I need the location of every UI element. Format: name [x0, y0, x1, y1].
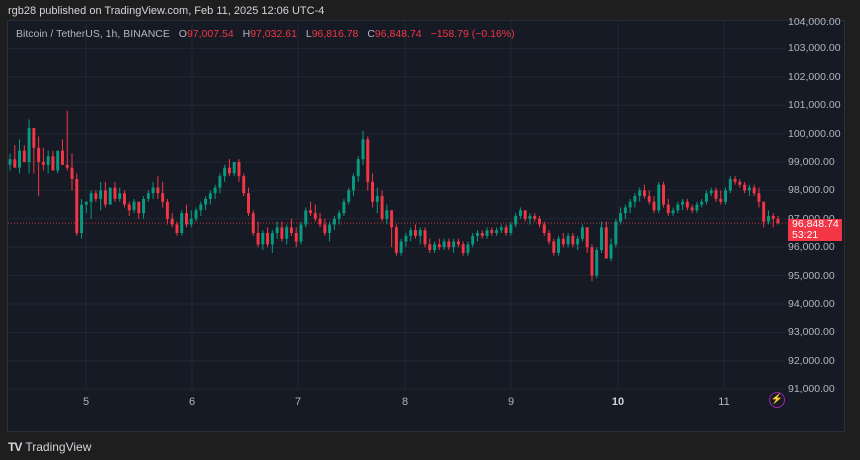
open-value: 97,007.54 [186, 28, 234, 40]
price-tick-label: 101,000.00 [788, 99, 841, 112]
symbol-name[interactable]: Bitcoin / TetherUS, 1h, BINANCE [16, 28, 170, 40]
price-tick-label: 93,000.00 [788, 326, 835, 339]
price-tick-label: 102,000.00 [788, 70, 841, 83]
price-tick-label: 92,000.00 [788, 354, 835, 367]
price-tick-label: 99,000.00 [788, 156, 835, 168]
publisher-line: rgb28 published on TradingView.com, Feb … [8, 5, 325, 17]
last-price-tag: 96,848.74 53:21 [788, 219, 842, 241]
tradingview-brand: TV TradingView [8, 440, 91, 454]
price-tick-label: 91,000.00 [788, 383, 835, 396]
bar-countdown: 53:21 [792, 229, 819, 241]
price-tick-label: 103,000.00 [788, 42, 841, 55]
chart-pane[interactable]: Bitcoin / TetherUS, 1h, BINANCE O97,007.… [7, 20, 845, 432]
time-tick-label: 9 [507, 396, 515, 408]
low-value: 96,816.78 [311, 28, 359, 40]
price-tick-label: 95,000.00 [788, 269, 835, 282]
change-value: −158.79 (−0.16%) [430, 28, 515, 40]
high-value: 97,032.61 [250, 28, 297, 40]
time-tick-label: 8 [401, 396, 409, 408]
price-tick-label: 98,000.00 [788, 184, 835, 197]
time-tick-label: 5 [82, 396, 90, 408]
price-tick-label: 104,000.00 [788, 16, 841, 28]
time-tick-label: 6 [188, 396, 196, 408]
time-tick-label: 7 [294, 396, 302, 408]
price-tick-label: 94,000.00 [788, 298, 835, 310]
brand-name: TradingView [25, 440, 92, 454]
tv-logo-icon: TV [8, 440, 22, 454]
time-tick-label: 10 [611, 396, 625, 408]
symbol-legend: Bitcoin / TetherUS, 1h, BINANCE O97,007.… [16, 28, 515, 40]
close-value: 96,848.74 [374, 28, 422, 40]
last-price-value: 96,848.74 [792, 218, 839, 230]
time-tick-label: 11 [718, 396, 730, 408]
lightning-bolt-icon[interactable]: ⚡ [769, 392, 785, 408]
price-tick-label: 96,000.00 [788, 241, 835, 254]
price-tick-label: 100,000.00 [788, 127, 841, 140]
